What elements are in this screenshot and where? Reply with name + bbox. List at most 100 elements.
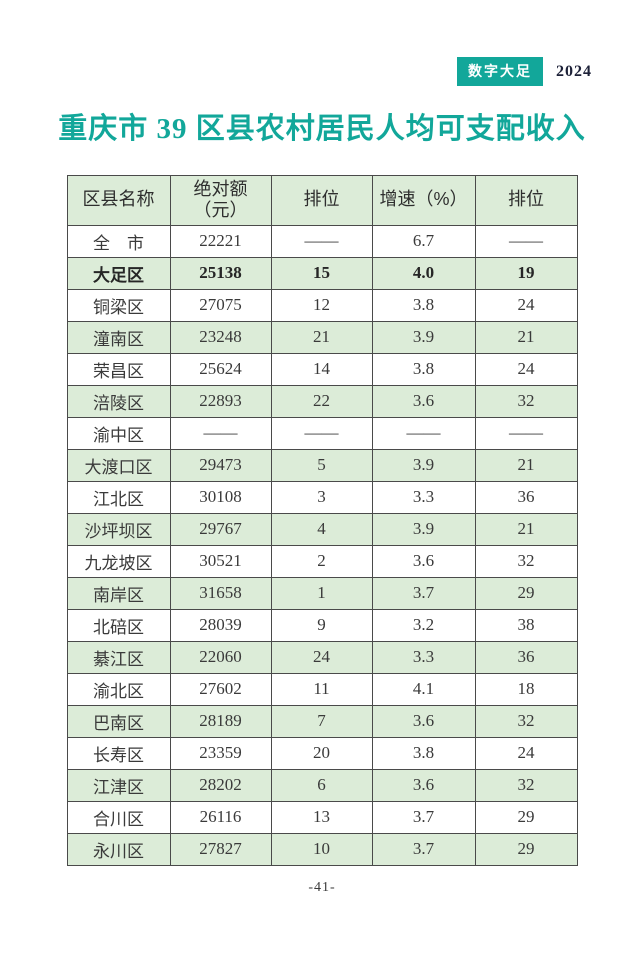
cell-amount: 28189 — [169, 704, 272, 738]
cell-rank1: 3 — [270, 480, 373, 514]
cell-rank2: —— — [474, 416, 578, 450]
table-body: 全 市 22221 —— 6.7 —— 大足区 25138 15 4.0 19 铜梁区 27075 12… — [66, 224, 578, 866]
col-header-amount: 绝对额 （元） — [169, 174, 272, 226]
cell-growth: 3.8 — [371, 352, 476, 386]
cell-growth: 3.6 — [371, 768, 476, 802]
cell-rank2: 36 — [474, 640, 578, 674]
cell-growth: —— — [371, 416, 476, 450]
cell-rank2: 21 — [474, 320, 578, 354]
cell-growth: 4.1 — [371, 672, 476, 706]
cell-name: 江津区 — [66, 768, 171, 802]
cell-growth: 6.7 — [371, 224, 476, 258]
cell-amount: —— — [169, 416, 272, 450]
cell-growth: 3.6 — [371, 384, 476, 418]
cell-rank1: 24 — [270, 640, 373, 674]
table-row: 大渡口区 29473 5 3.9 21 — [66, 448, 578, 482]
cell-name: 江北区 — [66, 480, 171, 514]
cell-name: 全 市 — [66, 224, 171, 258]
cell-amount: 28202 — [169, 768, 272, 802]
cell-growth: 3.2 — [371, 608, 476, 642]
cell-name: 荣昌区 — [66, 352, 171, 386]
cell-rank1: —— — [270, 416, 373, 450]
cell-rank1: 11 — [270, 672, 373, 706]
cell-rank1: 7 — [270, 704, 373, 738]
cell-name: 巴南区 — [66, 704, 171, 738]
col-header-amount-line2: （元） — [193, 200, 248, 221]
cell-rank1: 4 — [270, 512, 373, 546]
header-bar: 数字大足 2024 — [0, 0, 644, 86]
cell-amount: 27075 — [169, 288, 272, 322]
cell-name: 渝中区 — [66, 416, 171, 450]
cell-amount: 25138 — [169, 256, 272, 290]
cell-growth: 3.6 — [371, 544, 476, 578]
cell-rank1: 22 — [270, 384, 373, 418]
cell-rank2: —— — [474, 224, 578, 258]
table-row: 永川区 27827 10 3.7 29 — [66, 832, 578, 866]
page-title: 重庆市 39 区县农村居民人均可支配收入 — [58, 113, 586, 145]
cell-name: 綦江区 — [66, 640, 171, 674]
cell-amount: 25624 — [169, 352, 272, 386]
cell-amount: 27827 — [169, 832, 272, 866]
table-row: 渝北区 27602 11 4.1 18 — [66, 672, 578, 706]
cell-rank2: 21 — [474, 512, 578, 546]
cell-rank1: 20 — [270, 736, 373, 770]
cell-amount: 26116 — [169, 800, 272, 834]
cell-name: 大足区 — [66, 256, 171, 290]
cell-rank2: 36 — [474, 480, 578, 514]
cell-name: 潼南区 — [66, 320, 171, 354]
cell-growth: 3.7 — [371, 800, 476, 834]
cell-growth: 3.9 — [371, 512, 476, 546]
cell-name: 大渡口区 — [66, 448, 171, 482]
cell-name: 沙坪坝区 — [66, 512, 171, 546]
cell-rank2: 24 — [474, 736, 578, 770]
cell-amount: 23248 — [169, 320, 272, 354]
cell-rank1: 21 — [270, 320, 373, 354]
col-header-growth: 增速（%） — [371, 174, 476, 226]
series-badge: 数字大足 — [457, 57, 543, 86]
cell-rank2: 29 — [474, 576, 578, 610]
cell-rank2: 19 — [474, 256, 578, 290]
cell-amount: 31658 — [169, 576, 272, 610]
cell-growth: 4.0 — [371, 256, 476, 290]
cell-name: 长寿区 — [66, 736, 171, 770]
cell-rank1: 1 — [270, 576, 373, 610]
cell-rank1: 12 — [270, 288, 373, 322]
cell-amount: 22060 — [169, 640, 272, 674]
cell-rank1: 15 — [270, 256, 373, 290]
table-row: 九龙坡区 30521 2 3.6 32 — [66, 544, 578, 578]
table-row: 荣昌区 25624 14 3.8 24 — [66, 352, 578, 386]
cell-rank2: 24 — [474, 352, 578, 386]
cell-growth: 3.6 — [371, 704, 476, 738]
table-row: 长寿区 23359 20 3.8 24 — [66, 736, 578, 770]
table-header-row: 区县名称 绝对额 （元） 排位 增速（%） 排位 — [66, 174, 578, 226]
cell-amount: 29473 — [169, 448, 272, 482]
col-header-rank1: 排位 — [270, 174, 373, 226]
table-row: 渝中区 —— —— —— —— — [66, 416, 578, 450]
cell-name: 渝北区 — [66, 672, 171, 706]
table-row: 铜梁区 27075 12 3.8 24 — [66, 288, 578, 322]
table-row: 沙坪坝区 29767 4 3.9 21 — [66, 512, 578, 546]
cell-rank1: 6 — [270, 768, 373, 802]
table-row: 涪陵区 22893 22 3.6 32 — [66, 384, 578, 418]
cell-amount: 22221 — [169, 224, 272, 258]
cell-amount: 22893 — [169, 384, 272, 418]
cell-name: 涪陵区 — [66, 384, 171, 418]
table-row: 綦江区 22060 24 3.3 36 — [66, 640, 578, 674]
cell-growth: 3.8 — [371, 288, 476, 322]
col-header-rank2: 排位 — [474, 174, 578, 226]
cell-amount: 23359 — [169, 736, 272, 770]
table-row: 潼南区 23248 21 3.9 21 — [66, 320, 578, 354]
cell-name: 永川区 — [66, 832, 171, 866]
cell-rank2: 32 — [474, 704, 578, 738]
cell-rank2: 38 — [474, 608, 578, 642]
table-row: 江津区 28202 6 3.6 32 — [66, 768, 578, 802]
cell-amount: 28039 — [169, 608, 272, 642]
cell-rank2: 21 — [474, 448, 578, 482]
cell-rank1: 13 — [270, 800, 373, 834]
cell-rank1: 10 — [270, 832, 373, 866]
cell-rank1: —— — [270, 224, 373, 258]
cell-name: 北碚区 — [66, 608, 171, 642]
cell-rank2: 29 — [474, 832, 578, 866]
cell-rank2: 32 — [474, 544, 578, 578]
cell-growth: 3.7 — [371, 576, 476, 610]
